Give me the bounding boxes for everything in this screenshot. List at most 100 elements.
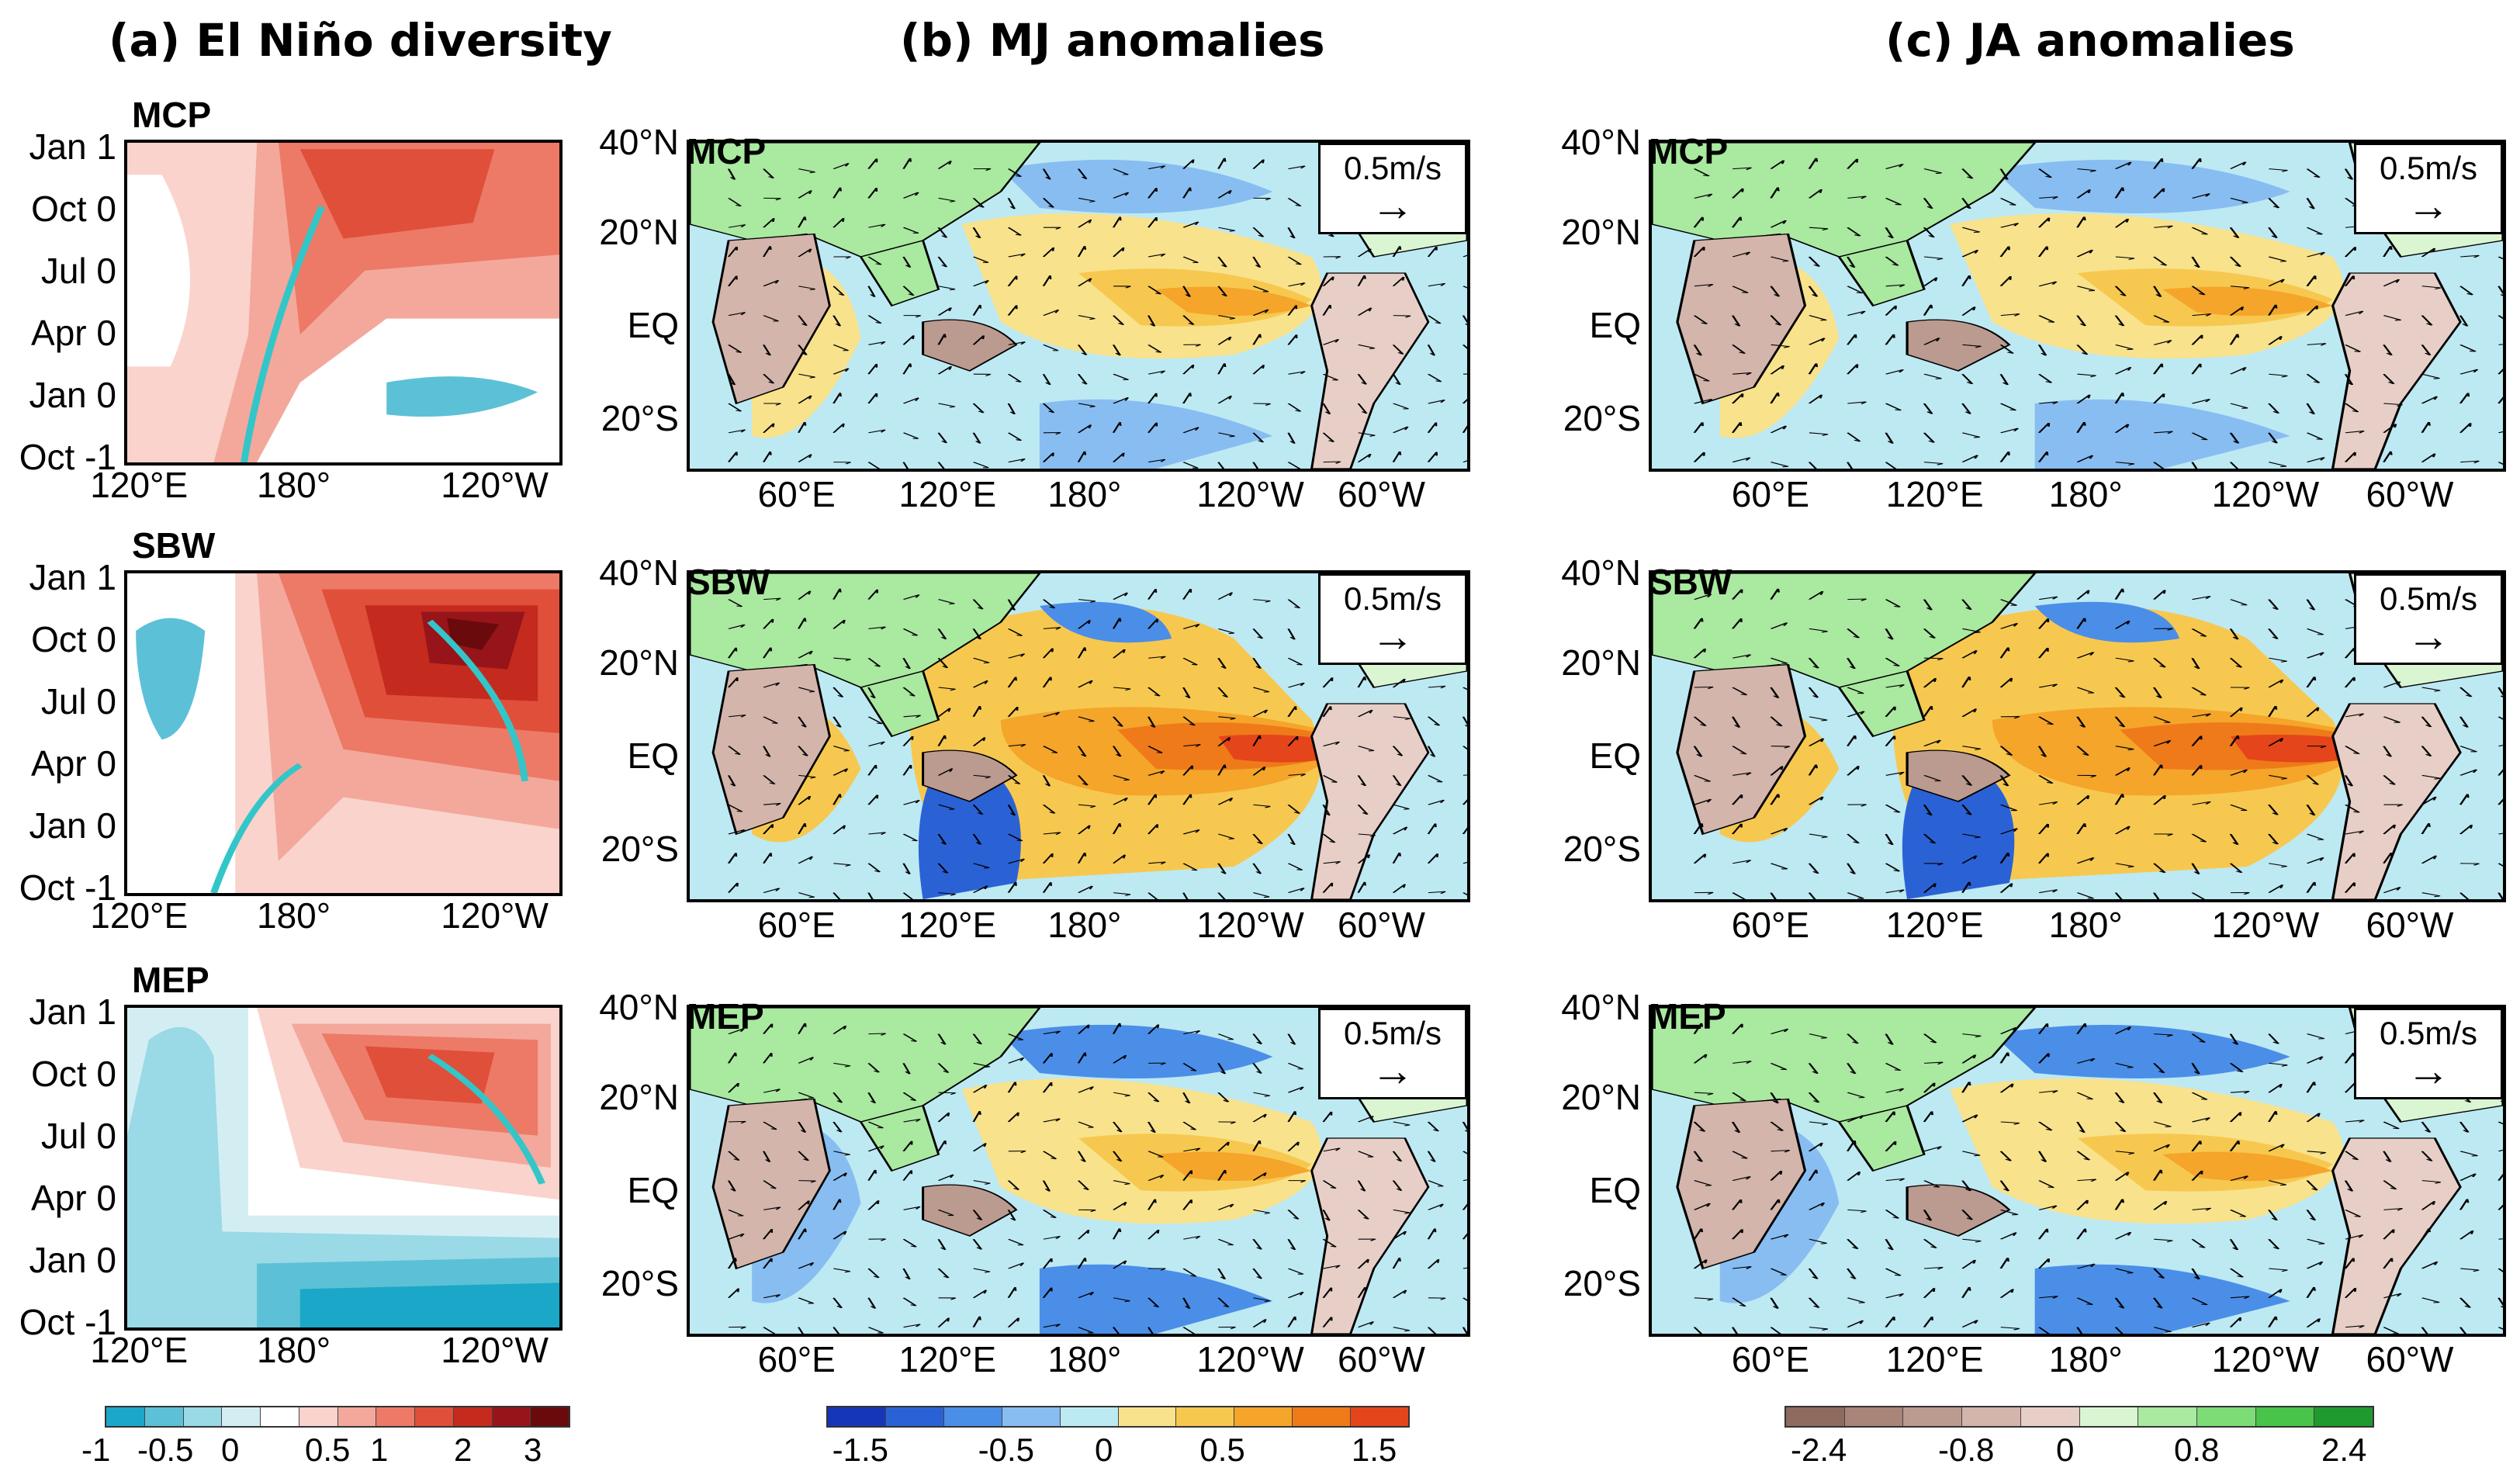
- colorbar-swatch: [1351, 1407, 1409, 1426]
- colorbar-swatch: [2314, 1407, 2373, 1426]
- hov-x-tick: 120°E: [90, 1330, 189, 1370]
- map-x-tick: 120°E: [898, 474, 997, 514]
- colorbar-swatch: [183, 1407, 223, 1426]
- hov-x-tick: 120°W: [441, 465, 549, 505]
- map-x-tick: 120°E: [1885, 905, 1984, 945]
- colorbar-label: 2.4: [2321, 1431, 2367, 1468]
- hov-x-tick: 180°: [257, 1330, 331, 1370]
- map-x-tick: 120°W: [1196, 905, 1304, 945]
- reference-vector-label: 0.5m/s: [1343, 1015, 1442, 1051]
- map-x-tick: 120°W: [2211, 905, 2320, 945]
- colorbar-swatch: [415, 1407, 454, 1426]
- map-x-tick: 60°E: [1731, 905, 1810, 945]
- map-y-tick: EQ: [1589, 1169, 1641, 1210]
- colorbar-label: 1.5: [1351, 1431, 1397, 1468]
- map-row-label: SBW: [687, 562, 770, 602]
- colorbar-swatch: [2138, 1407, 2197, 1426]
- title-panel-a: (a) El Niño diversity: [109, 14, 612, 67]
- hov-y-tick: Oct -1: [19, 1302, 116, 1342]
- title-panel-b: (b) MJ anomalies: [900, 14, 1325, 67]
- reference-vector-label: 0.5m/s: [2379, 1015, 2478, 1051]
- map-plot: [687, 140, 1470, 472]
- map-svg: [1652, 1008, 2503, 1334]
- map-x-tick: 120°W: [1196, 1339, 1304, 1379]
- map-x-tick: 60°W: [1338, 1339, 1425, 1379]
- colorbar-swatch: [828, 1407, 886, 1426]
- map-y-tick: 20°N: [1561, 211, 1641, 252]
- reference-vector-box: 0.5m/s →: [1318, 143, 1467, 234]
- map-x-tick: 120°E: [898, 905, 997, 945]
- colorbar-label: 3: [524, 1431, 542, 1468]
- map-x-tick: 180°: [2048, 1339, 2123, 1379]
- map-y-tick: 20°S: [1563, 828, 1641, 869]
- map-y-tick: 20°S: [601, 1262, 679, 1303]
- colorbar-label: 0.5: [1199, 1431, 1245, 1468]
- map-y-tick: 20°S: [1563, 397, 1641, 438]
- map-x-tick: 60°W: [2366, 905, 2454, 945]
- colorbar-swatch: [1962, 1407, 2021, 1426]
- colorbar-swatch: [299, 1407, 338, 1426]
- hovmoller-svg: [127, 1008, 559, 1327]
- map-y-tick: 40°N: [1561, 122, 1641, 163]
- colorbar-label: -1.5: [832, 1431, 888, 1468]
- colorbar-label: 0: [1095, 1431, 1113, 1468]
- hov-x-tick: 120°E: [90, 895, 189, 936]
- hov-y-tick: Jan 0: [29, 375, 116, 415]
- arrow-icon: →: [1371, 1046, 1414, 1095]
- colorbar-label: -1: [81, 1431, 111, 1468]
- map-x-tick: 120°W: [1196, 474, 1304, 514]
- colorbar-swatch: [1118, 1407, 1177, 1426]
- map-y-tick: 20°N: [1561, 642, 1641, 683]
- title-panel-c: (c) JA anomalies: [1885, 14, 2295, 67]
- map-plot: [687, 570, 1470, 902]
- map-y-tick: 20°S: [601, 828, 679, 869]
- hov-y-tick: Jan 0: [29, 805, 116, 846]
- hovmoller-svg: [127, 573, 559, 893]
- map-svg: [690, 573, 1467, 899]
- hovmoller-plot: [124, 140, 562, 466]
- hov-y-tick: Oct -1: [19, 437, 116, 477]
- map-x-tick: 60°W: [2366, 1339, 2454, 1379]
- map-x-tick: 180°: [1047, 474, 1122, 514]
- map-row-label: MEP: [1649, 996, 1726, 1037]
- hovmoller-plot: [124, 570, 562, 896]
- reference-vector-box: 0.5m/s →: [2354, 143, 2503, 234]
- colorbar-swatch: [943, 1407, 1002, 1426]
- hov-row-label: SBW: [132, 525, 216, 566]
- colorbar-swatch: [1293, 1407, 1352, 1426]
- map-x-tick: 60°E: [1731, 1339, 1810, 1379]
- hov-y-tick: Oct -1: [19, 867, 116, 908]
- hov-y-tick: Apr 0: [31, 743, 116, 784]
- map-row-label: MEP: [687, 996, 764, 1037]
- map-x-tick: 60°E: [757, 1339, 836, 1379]
- map-x-tick: 120°E: [1885, 1339, 1984, 1379]
- map-x-tick: 60°E: [757, 905, 836, 945]
- colorbar-label: -0.5: [978, 1431, 1034, 1468]
- colorbar-swatch: [492, 1407, 531, 1426]
- colorbar-swatch: [531, 1407, 569, 1426]
- map-y-tick: EQ: [1589, 735, 1641, 776]
- hovmoller-svg: [127, 143, 559, 462]
- map-x-tick: 180°: [1047, 1339, 1122, 1379]
- map-y-tick: 40°N: [1561, 552, 1641, 594]
- colorbar-label: 0.5: [305, 1431, 351, 1468]
- hov-x-tick: 180°: [257, 895, 331, 936]
- map-y-tick: 40°N: [599, 552, 679, 594]
- hov-y-tick: Jan 1: [29, 126, 116, 167]
- map-y-tick: 40°N: [599, 987, 679, 1028]
- colorbar-swatch: [453, 1407, 493, 1426]
- hov-x-tick: 120°W: [441, 1330, 549, 1370]
- colorbar-swatch: [2079, 1407, 2139, 1426]
- map-y-tick: 20°N: [1561, 1076, 1641, 1117]
- hov-y-tick: Jan 1: [29, 557, 116, 597]
- reference-vector-box: 0.5m/s →: [1318, 573, 1467, 665]
- reference-vector-label: 0.5m/s: [1343, 580, 1442, 617]
- hov-y-tick: Apr 0: [31, 1178, 116, 1218]
- arrow-icon: →: [1371, 181, 1414, 230]
- map-x-tick: 120°E: [1885, 474, 1984, 514]
- hov-x-tick: 180°: [257, 465, 331, 505]
- hov-x-tick: 120°W: [441, 895, 549, 936]
- map-x-tick: 60°E: [1731, 474, 1810, 514]
- hov-y-tick: Jan 0: [29, 1240, 116, 1280]
- colorbar-label: 0: [221, 1431, 240, 1468]
